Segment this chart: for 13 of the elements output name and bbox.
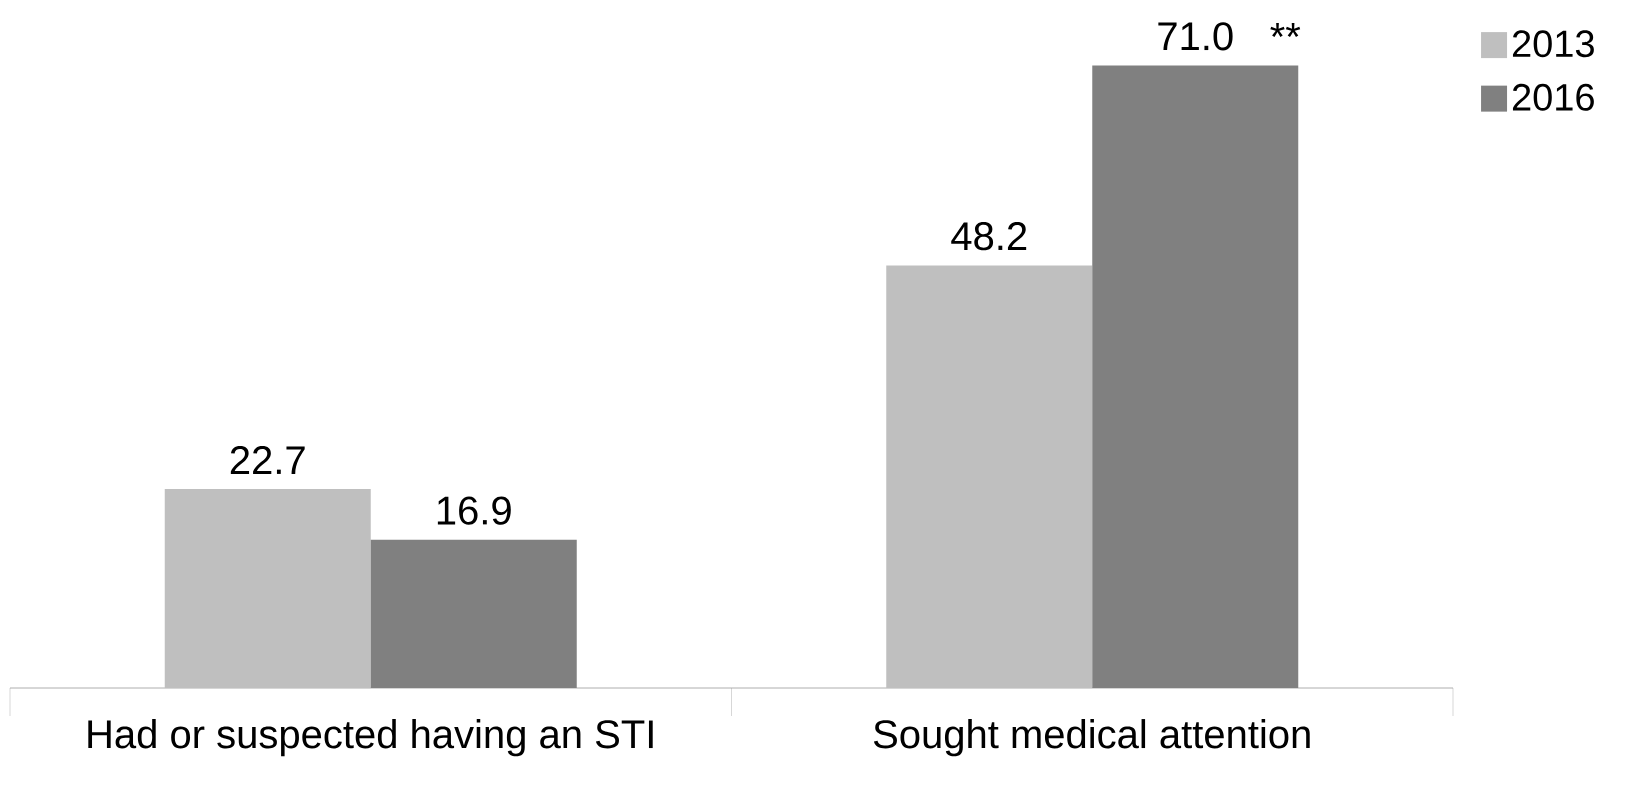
bar bbox=[370, 539, 577, 688]
bar bbox=[1092, 65, 1299, 688]
text: ** bbox=[1270, 22, 1301, 37]
legend-label: 2016 bbox=[1512, 83, 1594, 111]
data-label: 16.9 bbox=[437, 496, 511, 525]
data-label: 71.0 bbox=[1158, 22, 1233, 51]
x-tick-label: Had or suspected having an STI bbox=[88, 719, 653, 757]
legend-label: 2013 bbox=[1512, 30, 1594, 58]
x-tick-label: Sought medical attention bbox=[873, 719, 1310, 757]
data-label: 48.2 bbox=[951, 222, 1027, 251]
bar bbox=[886, 265, 1093, 688]
bar bbox=[164, 488, 371, 688]
data-label: 22.7 bbox=[230, 446, 305, 474]
